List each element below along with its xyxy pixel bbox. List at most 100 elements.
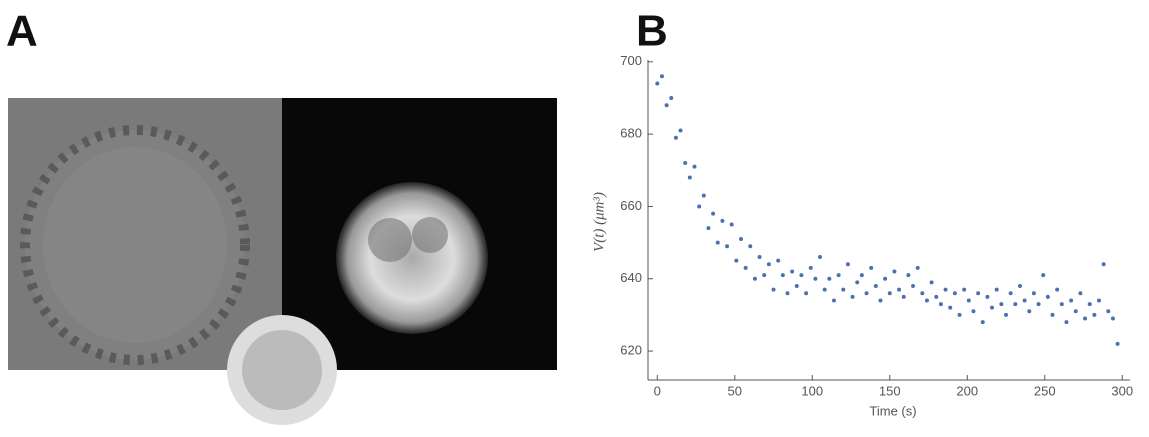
point — [729, 222, 734, 227]
point — [1064, 320, 1069, 325]
point — [938, 302, 943, 307]
x-tick-label: 300 — [1111, 383, 1133, 398]
point — [818, 255, 823, 260]
x-tick-label: 250 — [1034, 383, 1056, 398]
point — [687, 175, 692, 180]
point — [980, 320, 985, 325]
point — [1092, 312, 1097, 317]
y-tick-label: 620 — [620, 343, 642, 358]
point — [831, 298, 836, 303]
point — [1008, 291, 1013, 296]
point — [994, 287, 999, 292]
point — [1059, 302, 1064, 307]
point — [929, 280, 934, 285]
point — [725, 244, 730, 249]
point — [943, 287, 948, 292]
point — [822, 287, 827, 292]
point — [855, 280, 860, 285]
point — [1017, 283, 1022, 288]
point — [766, 262, 771, 267]
point — [845, 262, 850, 267]
point — [720, 218, 725, 223]
point — [804, 291, 809, 296]
point — [794, 283, 799, 288]
point — [892, 269, 897, 274]
point — [1004, 312, 1009, 317]
y-tick-label: 680 — [620, 126, 642, 141]
point — [920, 291, 925, 296]
point — [1050, 312, 1055, 317]
y-tick-label: 640 — [620, 270, 642, 285]
point — [734, 258, 739, 263]
point — [813, 276, 818, 281]
point — [897, 287, 902, 292]
point — [911, 283, 916, 288]
point — [752, 276, 757, 281]
point — [659, 74, 664, 79]
point — [771, 287, 776, 292]
point — [906, 273, 911, 278]
point — [934, 294, 939, 299]
point — [869, 265, 874, 270]
point — [957, 312, 962, 317]
point — [924, 298, 929, 303]
x-tick-label: 50 — [728, 383, 742, 398]
point — [1055, 287, 1060, 292]
point — [887, 291, 892, 296]
point — [790, 269, 795, 274]
point — [1041, 273, 1046, 278]
point — [841, 287, 846, 292]
point — [985, 294, 990, 299]
point — [948, 305, 953, 310]
y-tick-label: 660 — [620, 198, 642, 213]
point — [738, 236, 743, 241]
y-tick-label: 700 — [620, 53, 642, 68]
point — [1036, 302, 1041, 307]
point — [683, 161, 688, 166]
point — [1087, 302, 1092, 307]
point — [850, 294, 855, 299]
point — [1045, 294, 1050, 299]
point — [1078, 291, 1083, 296]
point — [873, 283, 878, 288]
point — [669, 95, 674, 100]
point — [1013, 302, 1018, 307]
panel-label: A — [6, 7, 38, 56]
point — [971, 309, 976, 314]
point — [692, 164, 697, 169]
point — [743, 265, 748, 270]
y-axis-label: V(t) (μm³) — [591, 192, 607, 252]
point — [878, 298, 883, 303]
point — [697, 204, 702, 209]
x-tick-label: 0 — [654, 383, 661, 398]
point — [673, 135, 678, 140]
point — [999, 302, 1004, 307]
point — [799, 273, 804, 278]
point — [748, 244, 753, 249]
panel-label: B — [636, 7, 668, 56]
x-tick-label: 200 — [956, 383, 978, 398]
point — [780, 273, 785, 278]
point — [827, 276, 832, 281]
point — [664, 103, 669, 108]
point — [976, 291, 981, 296]
point — [1022, 298, 1027, 303]
point — [883, 276, 888, 281]
point — [655, 81, 660, 86]
point — [701, 193, 706, 198]
point — [1083, 316, 1088, 321]
point — [859, 273, 864, 278]
point — [952, 291, 957, 296]
point — [1115, 341, 1120, 346]
x-tick-label: 100 — [801, 383, 823, 398]
point — [962, 287, 967, 292]
point — [1073, 309, 1078, 314]
point — [678, 128, 683, 133]
point — [706, 226, 711, 231]
point — [785, 291, 790, 296]
point — [757, 255, 762, 260]
x-tick-label: 150 — [879, 383, 901, 398]
point — [776, 258, 781, 263]
point — [864, 291, 869, 296]
